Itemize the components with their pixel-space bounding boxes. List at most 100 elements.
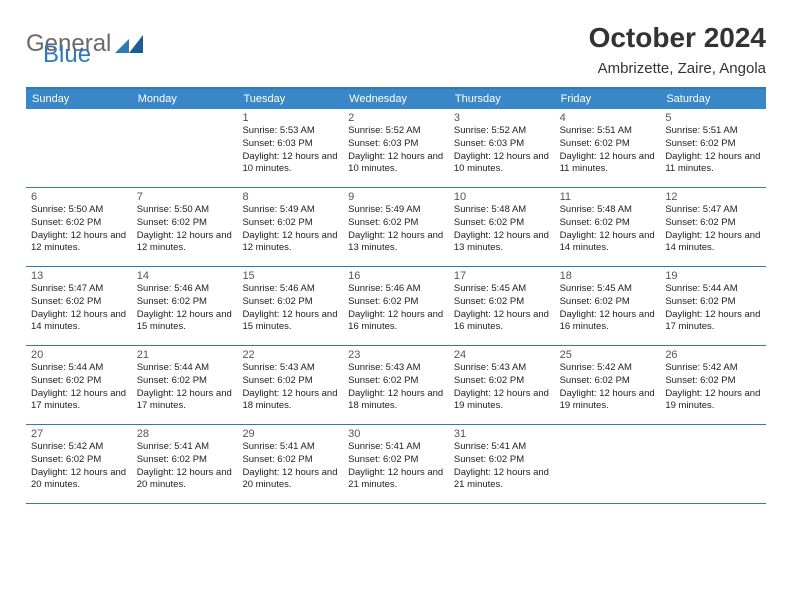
day-info: Sunrise: 5:46 AMSunset: 6:02 PMDaylight:… [137, 283, 233, 334]
empty-cell [555, 425, 661, 503]
week-row: 6Sunrise: 5:50 AMSunset: 6:02 PMDaylight… [26, 188, 766, 267]
day-cell: 18Sunrise: 5:45 AMSunset: 6:02 PMDayligh… [555, 267, 661, 345]
day-info: Sunrise: 5:42 AMSunset: 6:02 PMDaylight:… [560, 362, 656, 413]
day-cell: 31Sunrise: 5:41 AMSunset: 6:02 PMDayligh… [449, 425, 555, 503]
day-number: 19 [665, 270, 761, 282]
day-number: 29 [242, 428, 338, 440]
day-cell: 13Sunrise: 5:47 AMSunset: 6:02 PMDayligh… [26, 267, 132, 345]
day-cell: 27Sunrise: 5:42 AMSunset: 6:02 PMDayligh… [26, 425, 132, 503]
calendar-page: General October 2024 Ambrizette, Zaire, … [0, 0, 792, 526]
day-number: 31 [454, 428, 550, 440]
day-header-row: SundayMondayTuesdayWednesdayThursdayFrid… [26, 89, 766, 109]
weeks-container: 1Sunrise: 5:53 AMSunset: 6:03 PMDaylight… [26, 109, 766, 504]
day-info: Sunrise: 5:45 AMSunset: 6:02 PMDaylight:… [560, 283, 656, 334]
day-number: 22 [242, 349, 338, 361]
week-row: 13Sunrise: 5:47 AMSunset: 6:02 PMDayligh… [26, 267, 766, 346]
day-cell: 22Sunrise: 5:43 AMSunset: 6:02 PMDayligh… [237, 346, 343, 424]
day-cell: 17Sunrise: 5:45 AMSunset: 6:02 PMDayligh… [449, 267, 555, 345]
day-cell: 15Sunrise: 5:46 AMSunset: 6:02 PMDayligh… [237, 267, 343, 345]
day-header-friday: Friday [555, 89, 661, 109]
empty-cell [660, 425, 766, 503]
day-cell: 21Sunrise: 5:44 AMSunset: 6:02 PMDayligh… [132, 346, 238, 424]
week-row: 20Sunrise: 5:44 AMSunset: 6:02 PMDayligh… [26, 346, 766, 425]
day-cell: 10Sunrise: 5:48 AMSunset: 6:02 PMDayligh… [449, 188, 555, 266]
day-cell: 5Sunrise: 5:51 AMSunset: 6:02 PMDaylight… [660, 109, 766, 187]
day-header-tuesday: Tuesday [237, 89, 343, 109]
day-number: 8 [242, 191, 338, 203]
day-info: Sunrise: 5:44 AMSunset: 6:02 PMDaylight:… [665, 283, 761, 334]
day-info: Sunrise: 5:45 AMSunset: 6:02 PMDaylight:… [454, 283, 550, 334]
day-info: Sunrise: 5:52 AMSunset: 6:03 PMDaylight:… [348, 125, 444, 176]
day-number: 3 [454, 112, 550, 124]
day-info: Sunrise: 5:48 AMSunset: 6:02 PMDaylight:… [454, 204, 550, 255]
day-number: 14 [137, 270, 233, 282]
day-cell: 19Sunrise: 5:44 AMSunset: 6:02 PMDayligh… [660, 267, 766, 345]
day-number: 12 [665, 191, 761, 203]
day-info: Sunrise: 5:43 AMSunset: 6:02 PMDaylight:… [242, 362, 338, 413]
day-info: Sunrise: 5:51 AMSunset: 6:02 PMDaylight:… [665, 125, 761, 176]
day-header-thursday: Thursday [449, 89, 555, 109]
day-info: Sunrise: 5:41 AMSunset: 6:02 PMDaylight:… [137, 441, 233, 492]
day-number: 10 [454, 191, 550, 203]
day-info: Sunrise: 5:53 AMSunset: 6:03 PMDaylight:… [242, 125, 338, 176]
day-number: 26 [665, 349, 761, 361]
day-info: Sunrise: 5:46 AMSunset: 6:02 PMDaylight:… [348, 283, 444, 334]
day-info: Sunrise: 5:49 AMSunset: 6:02 PMDaylight:… [348, 204, 444, 255]
week-row: 27Sunrise: 5:42 AMSunset: 6:02 PMDayligh… [26, 425, 766, 504]
day-info: Sunrise: 5:47 AMSunset: 6:02 PMDaylight:… [665, 204, 761, 255]
day-info: Sunrise: 5:41 AMSunset: 6:02 PMDaylight:… [348, 441, 444, 492]
day-cell: 14Sunrise: 5:46 AMSunset: 6:02 PMDayligh… [132, 267, 238, 345]
day-number: 2 [348, 112, 444, 124]
day-number: 4 [560, 112, 656, 124]
day-number: 1 [242, 112, 338, 124]
day-number: 20 [31, 349, 127, 361]
day-header-wednesday: Wednesday [343, 89, 449, 109]
day-info: Sunrise: 5:43 AMSunset: 6:02 PMDaylight:… [348, 362, 444, 413]
day-number: 15 [242, 270, 338, 282]
day-number: 16 [348, 270, 444, 282]
day-number: 13 [31, 270, 127, 282]
day-number: 28 [137, 428, 233, 440]
week-row: 1Sunrise: 5:53 AMSunset: 6:03 PMDaylight… [26, 109, 766, 188]
day-number: 24 [454, 349, 550, 361]
day-info: Sunrise: 5:50 AMSunset: 6:02 PMDaylight:… [137, 204, 233, 255]
day-number: 18 [560, 270, 656, 282]
day-cell: 23Sunrise: 5:43 AMSunset: 6:02 PMDayligh… [343, 346, 449, 424]
day-number: 23 [348, 349, 444, 361]
empty-cell [26, 109, 132, 187]
day-cell: 2Sunrise: 5:52 AMSunset: 6:03 PMDaylight… [343, 109, 449, 187]
day-cell: 16Sunrise: 5:46 AMSunset: 6:02 PMDayligh… [343, 267, 449, 345]
day-cell: 6Sunrise: 5:50 AMSunset: 6:02 PMDaylight… [26, 188, 132, 266]
day-info: Sunrise: 5:44 AMSunset: 6:02 PMDaylight:… [137, 362, 233, 413]
day-header-monday: Monday [132, 89, 238, 109]
day-header-sunday: Sunday [26, 89, 132, 109]
day-number: 21 [137, 349, 233, 361]
day-cell: 29Sunrise: 5:41 AMSunset: 6:02 PMDayligh… [237, 425, 343, 503]
day-info: Sunrise: 5:44 AMSunset: 6:02 PMDaylight:… [31, 362, 127, 413]
day-cell: 20Sunrise: 5:44 AMSunset: 6:02 PMDayligh… [26, 346, 132, 424]
day-cell: 9Sunrise: 5:49 AMSunset: 6:02 PMDaylight… [343, 188, 449, 266]
day-info: Sunrise: 5:51 AMSunset: 6:02 PMDaylight:… [560, 125, 656, 176]
day-cell: 3Sunrise: 5:52 AMSunset: 6:03 PMDaylight… [449, 109, 555, 187]
day-info: Sunrise: 5:52 AMSunset: 6:03 PMDaylight:… [454, 125, 550, 176]
day-cell: 26Sunrise: 5:42 AMSunset: 6:02 PMDayligh… [660, 346, 766, 424]
day-number: 7 [137, 191, 233, 203]
empty-cell [132, 109, 238, 187]
day-info: Sunrise: 5:46 AMSunset: 6:02 PMDaylight:… [242, 283, 338, 334]
day-cell: 24Sunrise: 5:43 AMSunset: 6:02 PMDayligh… [449, 346, 555, 424]
day-number: 9 [348, 191, 444, 203]
day-number: 6 [31, 191, 127, 203]
day-info: Sunrise: 5:50 AMSunset: 6:02 PMDaylight:… [31, 204, 127, 255]
logo-text-blue: Blue [43, 41, 91, 68]
day-info: Sunrise: 5:41 AMSunset: 6:02 PMDaylight:… [454, 441, 550, 492]
day-info: Sunrise: 5:42 AMSunset: 6:02 PMDaylight:… [31, 441, 127, 492]
day-cell: 12Sunrise: 5:47 AMSunset: 6:02 PMDayligh… [660, 188, 766, 266]
day-number: 30 [348, 428, 444, 440]
day-info: Sunrise: 5:47 AMSunset: 6:02 PMDaylight:… [31, 283, 127, 334]
day-number: 27 [31, 428, 127, 440]
day-cell: 4Sunrise: 5:51 AMSunset: 6:02 PMDaylight… [555, 109, 661, 187]
day-info: Sunrise: 5:41 AMSunset: 6:02 PMDaylight:… [242, 441, 338, 492]
day-header-saturday: Saturday [660, 89, 766, 109]
day-cell: 28Sunrise: 5:41 AMSunset: 6:02 PMDayligh… [132, 425, 238, 503]
day-number: 17 [454, 270, 550, 282]
